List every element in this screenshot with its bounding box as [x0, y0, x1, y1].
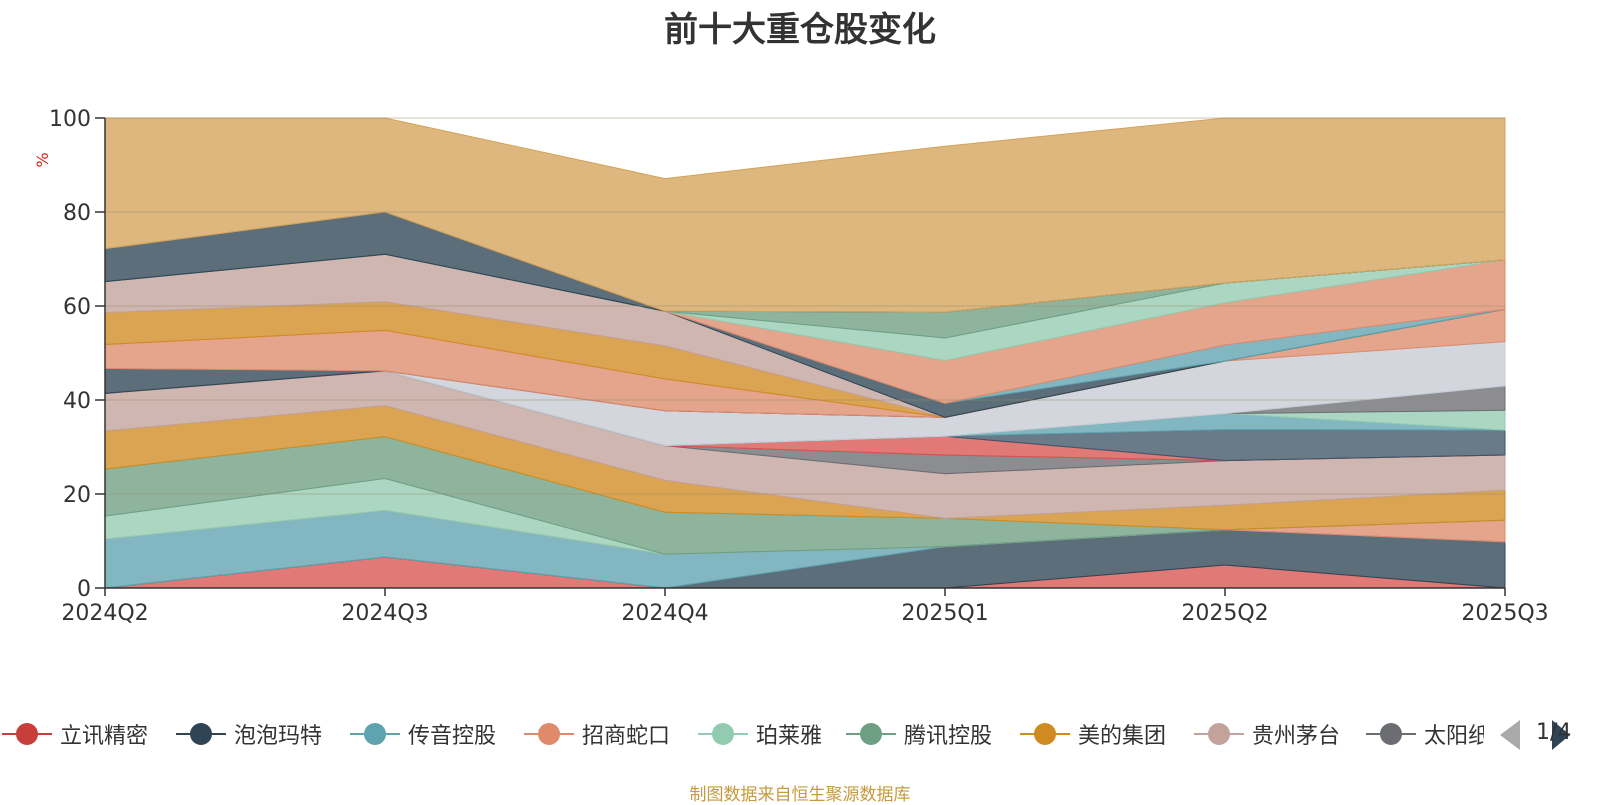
- y-tick-label: 80: [63, 201, 91, 226]
- prev-page-icon[interactable]: [1500, 720, 1520, 750]
- x-tick-label: 2024Q4: [621, 601, 708, 626]
- legend-item[interactable]: 招商蛇口: [524, 716, 670, 752]
- legend-label: 传音控股: [408, 724, 497, 749]
- legend-item[interactable]: 美的集团: [1020, 716, 1166, 752]
- legend-marker-icon: [176, 723, 226, 745]
- legend-label: 腾讯控股: [904, 724, 993, 749]
- legend-label: 太阳纸业: [1424, 724, 1484, 749]
- x-tick-label: 2025Q2: [1181, 601, 1268, 626]
- legend-marker-icon: [524, 723, 574, 745]
- legend-marker-icon: [1020, 723, 1070, 745]
- legend-label: 招商蛇口: [582, 724, 671, 749]
- next-page-icon[interactable]: [1552, 720, 1570, 750]
- legend-pager: 1/4: [1500, 720, 1600, 750]
- legend-label: 贵州茅台: [1252, 724, 1341, 749]
- y-tick-label: 20: [63, 483, 91, 508]
- area-series-group: [104, 117, 1506, 589]
- axes: 0 20 40 60 80 100 2024Q2 2024Q3 2024Q4 2025Q1 2025…: [33, 107, 1549, 626]
- x-tick-label: 2024Q3: [341, 601, 428, 626]
- legend: 立讯精密 泡泡玛特 传音控股 招商蛇口 珀莱雅 腾讯控股 美的集团 贵州茅台 太阳纸业: [0, 716, 1600, 760]
- stacked-area-chart: 0 20 40 60 80 100 2024Q2 2024Q3 2024Q4 2025Q1 2025…: [33, 107, 1549, 626]
- x-tick-label: 2025Q3: [1461, 601, 1548, 626]
- x-tick-label: 2025Q1: [901, 601, 988, 626]
- legend-marker-icon: [846, 723, 896, 745]
- legend-item[interactable]: 泡泡玛特: [176, 716, 322, 752]
- legend-marker-icon: [1366, 723, 1416, 745]
- legend-marker-icon: [698, 723, 748, 745]
- legend-page-number: 1/4: [1536, 720, 1572, 745]
- x-tick-label: 2024Q2: [61, 601, 148, 626]
- y-tick-label: 100: [49, 107, 91, 132]
- legend-marker-icon: [2, 723, 52, 745]
- legend-item[interactable]: 太阳纸业: [1366, 716, 1484, 752]
- legend-item[interactable]: 立讯精密: [2, 716, 148, 752]
- legend-items: 立讯精密 泡泡玛特 传音控股 招商蛇口 珀莱雅 腾讯控股 美的集团 贵州茅台 太阳纸业: [0, 716, 1484, 760]
- legend-item[interactable]: 腾讯控股: [846, 716, 992, 752]
- legend-label: 泡泡玛特: [234, 724, 323, 749]
- grid-lines: [105, 117, 1505, 495]
- legend-marker-icon: [1194, 723, 1244, 745]
- legend-item[interactable]: 贵州茅台: [1194, 716, 1340, 752]
- legend-label: 珀莱雅: [756, 724, 823, 749]
- chart-title: 前十大重仓股变化: [664, 10, 936, 50]
- legend-label: 立讯精密: [60, 724, 149, 749]
- legend-label: 美的集团: [1078, 724, 1167, 749]
- legend-item[interactable]: 传音控股: [350, 716, 496, 752]
- y-tick-label: 40: [63, 389, 91, 414]
- legend-item[interactable]: 珀莱雅: [698, 716, 822, 752]
- y-tick-label: 60: [63, 295, 91, 320]
- data-source-note: 制图数据来自恒生聚源数据库: [689, 785, 911, 805]
- legend-marker-icon: [350, 723, 400, 745]
- y-axis-unit: %: [33, 152, 52, 167]
- y-tick-label: 0: [77, 577, 91, 602]
